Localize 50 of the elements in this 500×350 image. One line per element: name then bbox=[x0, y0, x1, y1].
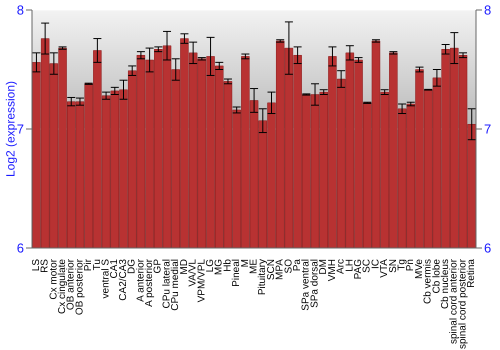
x-tick-label: CA1 bbox=[109, 258, 120, 278]
x-tick-label: Pn bbox=[405, 259, 416, 272]
x-tick-label: VTA bbox=[379, 258, 390, 278]
x-tick-label: LS bbox=[30, 258, 42, 272]
x-tick-label: MPA bbox=[274, 258, 286, 280]
x-tick-label: ME bbox=[248, 258, 260, 274]
x-tick-label: Retina bbox=[466, 258, 478, 288]
x-tick-label: CA2/CA3 bbox=[118, 258, 129, 301]
x-tick-label: OB anterior bbox=[66, 258, 77, 310]
x-tick-label: LH bbox=[344, 259, 356, 272]
x-tick-label: GP bbox=[152, 258, 164, 274]
x-tick-label: RS bbox=[40, 258, 51, 273]
y2-tick-label: 6 bbox=[484, 240, 492, 256]
y-axis-title: Log2 (expression) bbox=[3, 80, 18, 178]
x-tick-label: LG bbox=[204, 258, 216, 272]
x-tick-label: OB posterior bbox=[74, 258, 86, 316]
x-tick-label: Arc bbox=[336, 259, 347, 274]
y-tick-label: 8 bbox=[16, 2, 24, 18]
x-tick-label: SO bbox=[283, 258, 294, 274]
x-tick-label: VMH bbox=[326, 259, 338, 282]
y-tick-label: 7 bbox=[16, 122, 24, 137]
x-tick-label: M bbox=[240, 259, 251, 268]
y2-tick-label: 8 bbox=[484, 2, 492, 18]
x-tick-label: Tg bbox=[396, 259, 408, 271]
x-tick-label: A anterior bbox=[135, 258, 146, 302]
x-tick-label: spinal cord anterior bbox=[448, 258, 460, 344]
x-tick-label: A posterior bbox=[144, 258, 156, 307]
x-tick-label: IC bbox=[370, 259, 382, 269]
x-tick-label: SPa dorsal bbox=[309, 259, 320, 308]
x-tick-label: SC bbox=[362, 259, 373, 273]
y2-tick-label: 7 bbox=[484, 122, 492, 137]
x-tick-label: Pir bbox=[83, 258, 94, 272]
x-tick-label: Cx cingulate bbox=[56, 258, 68, 314]
x-tick-label: CPu lateral bbox=[161, 259, 172, 308]
x-tick-label: VPM/VPL bbox=[196, 258, 208, 302]
x-tick-label: Tu bbox=[92, 259, 103, 270]
y-tick-label: 6 bbox=[16, 240, 24, 256]
x-tick-label: Hb bbox=[222, 258, 234, 272]
x-tick-label: DM bbox=[318, 259, 330, 275]
x-tick-label: SN bbox=[388, 259, 399, 273]
x-tick-label: spinal cord posterior bbox=[457, 258, 468, 350]
x-tick-label: CPu medial bbox=[170, 259, 182, 311]
x-tick-label: PAG bbox=[352, 258, 364, 280]
x-tick-label: DG bbox=[126, 258, 138, 274]
x-tick-label: SCN bbox=[266, 259, 277, 280]
x-tick-label: Pituitary bbox=[257, 259, 268, 296]
x-tick-label: ventral S bbox=[100, 258, 112, 298]
x-tick-label: Pineal bbox=[231, 259, 242, 287]
x-tick-label: MVe bbox=[414, 258, 425, 280]
x-tick-label: Cb lobe bbox=[431, 258, 442, 294]
